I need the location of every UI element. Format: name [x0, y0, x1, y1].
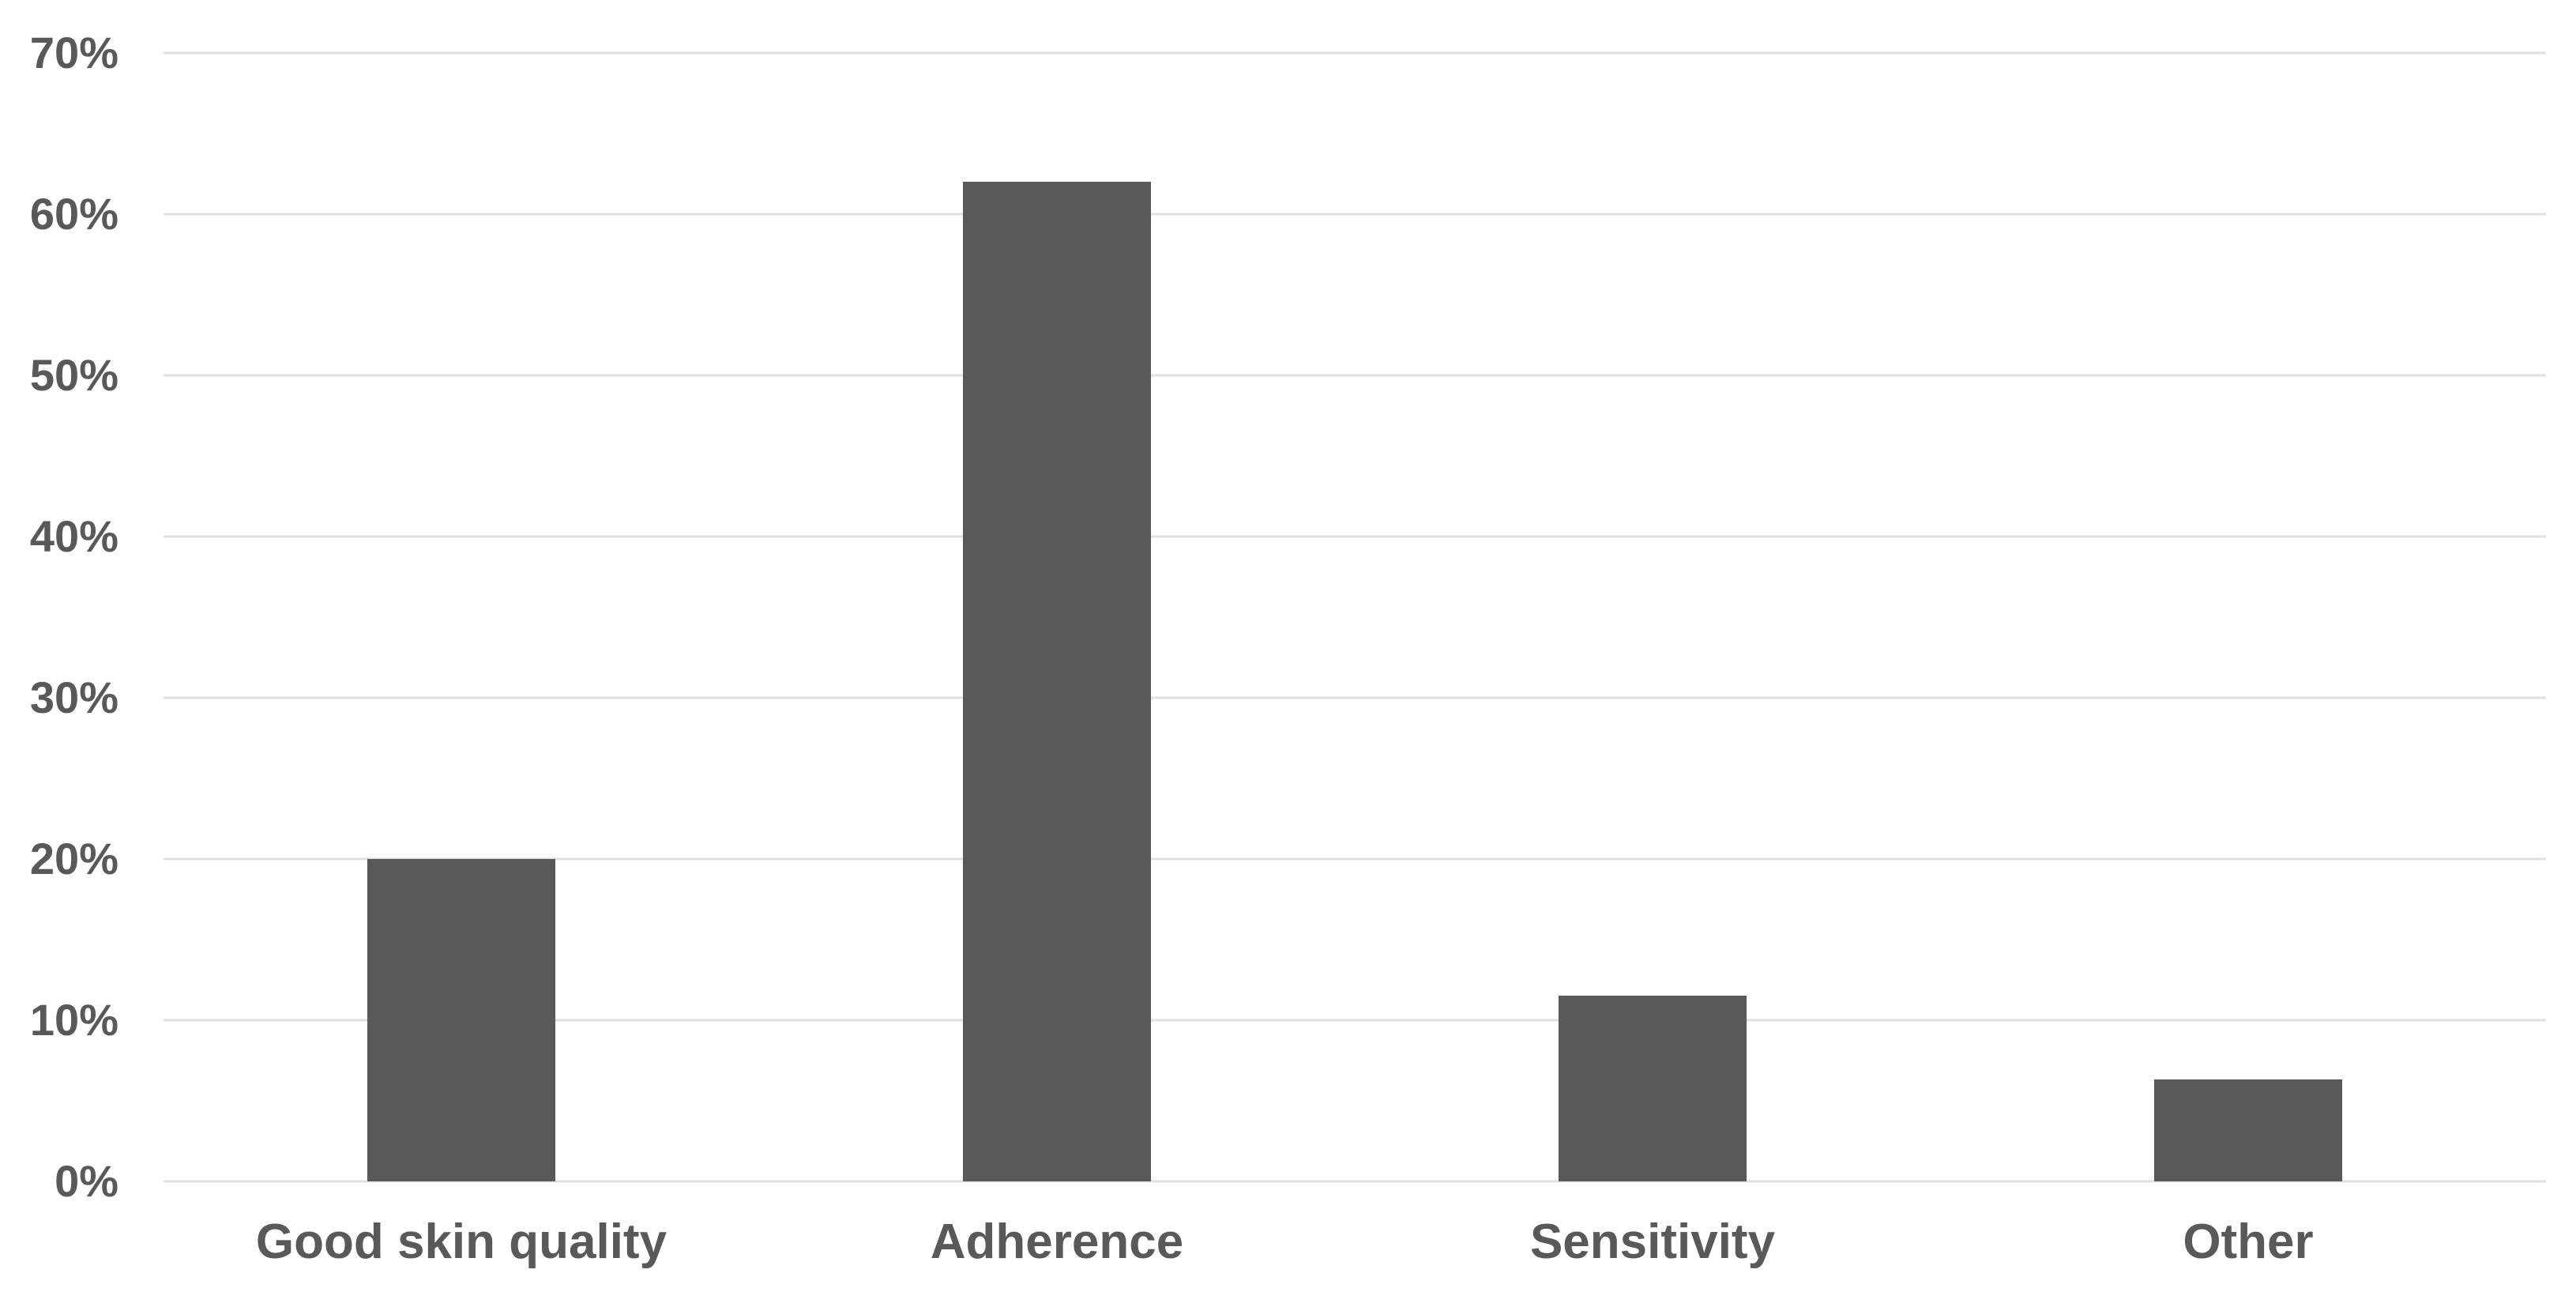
gridline-10	[164, 1019, 2546, 1022]
bar-adherence	[963, 182, 1151, 1181]
x-category-label-sensitivity: Sensitivity	[1529, 1215, 1776, 1269]
x-category-label-good-skin-quality: Good skin quality	[255, 1215, 668, 1269]
x-axis: Good skin quality Adherence Sensitivity Oth…	[164, 1181, 2546, 1292]
gridline-60	[164, 213, 2546, 216]
gridline-20	[164, 857, 2546, 861]
x-category-label-other: Other	[2183, 1215, 2314, 1269]
x-category-label-adherence: Adherence	[930, 1215, 1184, 1269]
gridline-50	[164, 374, 2546, 377]
plot-area	[164, 51, 2546, 1183]
bar-good-skin-quality	[367, 859, 555, 1181]
y-tick-label-20: 20%	[29, 834, 118, 883]
y-tick-label-30: 30%	[29, 672, 118, 722]
y-tick-label-40: 40%	[29, 511, 118, 561]
y-tick-label-70: 70%	[29, 28, 118, 77]
bar-sensitivity	[1559, 996, 1747, 1181]
y-tick-label-60: 60%	[29, 189, 118, 239]
gridline-70	[164, 51, 2546, 55]
y-tick-label-10: 10%	[29, 995, 118, 1045]
y-tick-label-50: 50%	[29, 350, 118, 400]
gridline-40	[164, 535, 2546, 538]
gridline-30	[164, 696, 2546, 699]
gridline-0	[164, 1180, 2546, 1183]
y-axis: 0% 10% 20% 30% 40% 50% 60% 70%	[0, 31, 118, 1203]
y-tick-label-0: 0%	[55, 1156, 118, 1206]
bar-other	[2154, 1079, 2342, 1181]
